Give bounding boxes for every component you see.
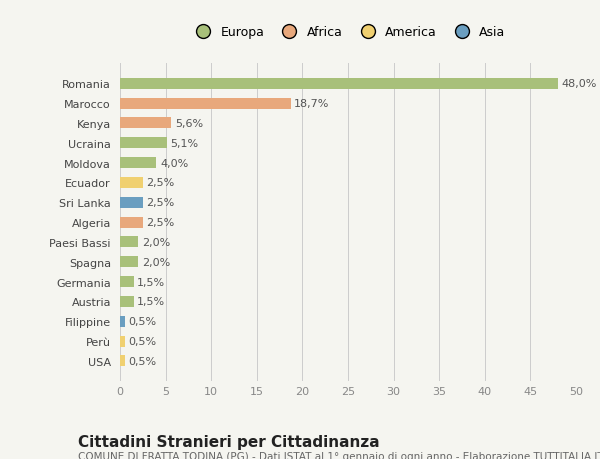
Bar [120,78,558,90]
Text: 2,5%: 2,5% [146,218,175,228]
Bar [120,276,134,287]
Bar [120,217,143,228]
Bar [120,356,125,367]
Text: Cittadini Stranieri per Cittadinanza: Cittadini Stranieri per Cittadinanza [78,434,380,449]
Text: 0,5%: 0,5% [128,317,157,326]
Bar [120,118,171,129]
Text: COMUNE DI FRATTA TODINA (PG) - Dati ISTAT al 1° gennaio di ogni anno - Elaborazi: COMUNE DI FRATTA TODINA (PG) - Dati ISTA… [78,451,600,459]
Text: 2,5%: 2,5% [146,198,175,208]
Text: 48,0%: 48,0% [562,79,597,89]
Text: 5,6%: 5,6% [175,119,203,129]
Text: 0,5%: 0,5% [128,336,157,347]
Text: 1,5%: 1,5% [137,297,166,307]
Text: 1,5%: 1,5% [137,277,166,287]
Text: 5,1%: 5,1% [170,139,198,148]
Text: 2,0%: 2,0% [142,237,170,247]
Bar [120,237,138,248]
Bar [120,158,157,169]
Text: 18,7%: 18,7% [294,99,329,109]
Text: 2,5%: 2,5% [146,178,175,188]
Text: 2,0%: 2,0% [142,257,170,267]
Bar [120,138,167,149]
Bar [120,316,125,327]
Legend: Europa, Africa, America, Asia: Europa, Africa, America, Asia [190,26,506,39]
Bar [120,297,134,307]
Text: 0,5%: 0,5% [128,356,157,366]
Bar [120,98,290,109]
Text: 4,0%: 4,0% [160,158,188,168]
Bar [120,178,143,189]
Bar [120,336,125,347]
Bar [120,257,138,268]
Bar [120,197,143,208]
